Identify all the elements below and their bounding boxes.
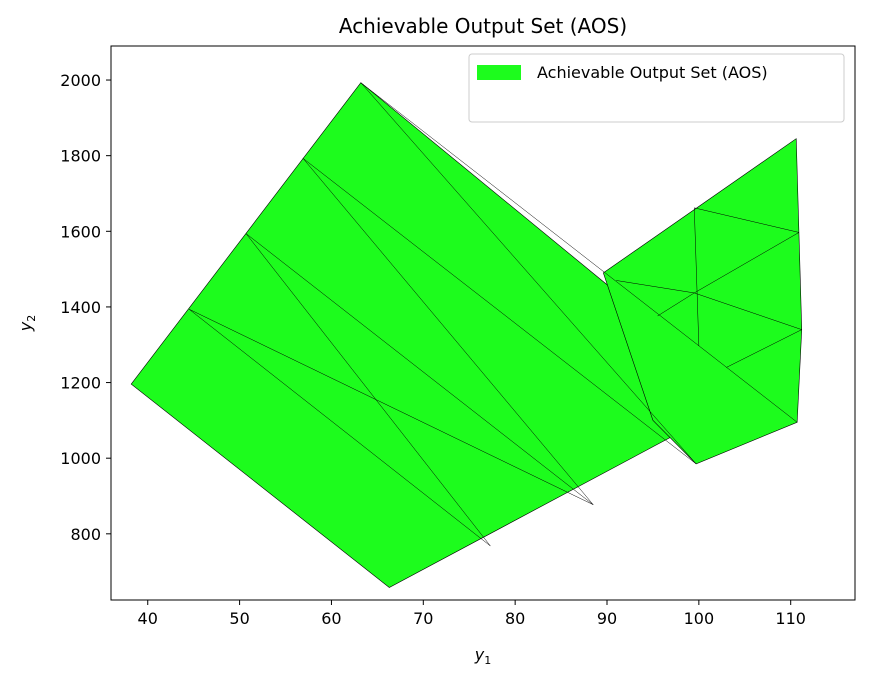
x-axis-label-subscript: 1 bbox=[484, 654, 491, 667]
mesh-edge-1 bbox=[188, 308, 594, 505]
y-tick-label: 1800 bbox=[60, 147, 101, 166]
x-tick-label: 70 bbox=[413, 609, 433, 628]
mesh-edge-6 bbox=[360, 82, 697, 465]
mesh-edge-3 bbox=[245, 233, 594, 505]
y-tick-label: 1600 bbox=[60, 222, 101, 241]
mesh-edge-8 bbox=[694, 207, 800, 233]
legend-box bbox=[468, 53, 845, 123]
mesh-edge-13 bbox=[657, 292, 695, 317]
mesh-edge-2 bbox=[245, 233, 491, 547]
x-tick-label: 90 bbox=[597, 609, 617, 628]
y-axis-label-main: y bbox=[16, 321, 35, 332]
x-tick-label: 80 bbox=[505, 609, 525, 628]
y-axis-label: y2 bbox=[16, 315, 38, 332]
plot-content bbox=[130, 82, 803, 588]
x-tick-label: 40 bbox=[138, 609, 158, 628]
y-tick-label: 800 bbox=[70, 525, 101, 544]
mesh-edge-0 bbox=[188, 309, 491, 547]
mesh-edge-4 bbox=[302, 158, 594, 505]
x-tick-label: 110 bbox=[775, 609, 806, 628]
plot-frame bbox=[110, 45, 856, 601]
mesh-edge-12 bbox=[694, 292, 802, 330]
y-tick-label: 1200 bbox=[60, 374, 101, 393]
legend-swatch bbox=[477, 65, 521, 80]
mesh-edge-5 bbox=[302, 158, 697, 465]
x-axis-label-main: y bbox=[474, 645, 485, 664]
x-tick-label: 50 bbox=[229, 609, 249, 628]
legend-label: Achievable Output Set (AOS) bbox=[537, 63, 768, 82]
mesh-edge-10 bbox=[616, 280, 695, 294]
mesh-edge-7 bbox=[360, 82, 798, 423]
y-tick-label: 1400 bbox=[60, 298, 101, 317]
y-axis-ticks: 800 1000 1200 1400 1600 1800 2000 bbox=[60, 71, 111, 544]
legend: Achievable Output Set (AOS) bbox=[468, 53, 845, 123]
x-axis-ticks: 40 50 60 70 80 90 100 110 bbox=[138, 600, 806, 628]
mesh-edge-11 bbox=[694, 232, 800, 294]
mesh-edge-14 bbox=[726, 329, 802, 368]
y-tick-label: 2000 bbox=[60, 71, 101, 90]
y-axis-label-subscript: 2 bbox=[25, 315, 38, 322]
x-tick-label: 100 bbox=[684, 609, 715, 628]
y-tick-label: 1000 bbox=[60, 449, 101, 468]
chart-title: Achievable Output Set (AOS) bbox=[339, 14, 627, 38]
mesh-edge-9 bbox=[694, 207, 700, 346]
x-tick-label: 60 bbox=[321, 609, 341, 628]
x-axis-label: y1 bbox=[474, 645, 491, 667]
